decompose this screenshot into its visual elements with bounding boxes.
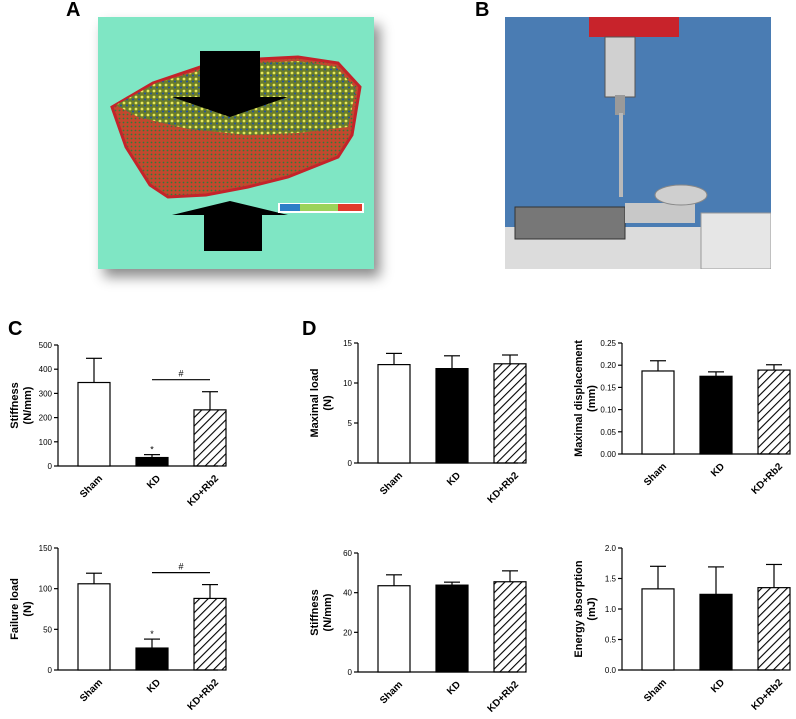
bar-kd (135, 456, 169, 467)
y-tick-label: 0.00 (600, 450, 616, 459)
y-tick-label: 0.5 (605, 636, 617, 645)
category-label: KD (145, 677, 163, 695)
bone-microct-image (98, 17, 374, 269)
category-label: Sham (378, 679, 405, 706)
y-tick-label: 1.0 (605, 605, 617, 614)
bone-microct-illustration (110, 51, 364, 251)
bar-kd (699, 593, 733, 671)
y-tick-label: 400 (39, 365, 53, 374)
category-label: KD+Rb2 (186, 677, 222, 713)
category-label: KD (709, 461, 727, 479)
chart-6: 0.0 0.5 1.0 1.5 2.0 Energy absorption(mJ) Sham… (573, 544, 791, 713)
bar-sham (77, 381, 111, 467)
bar-kd (699, 375, 733, 455)
category-label: Sham (642, 677, 669, 704)
y-tick-label: 0.15 (600, 383, 616, 392)
bar-kd (435, 368, 469, 464)
bar-kd-rb2 (757, 369, 791, 455)
significance-hash: # (178, 369, 183, 379)
panel-label-b: B (475, 0, 490, 21)
y-tick-label: 0.20 (600, 361, 616, 370)
chart-1: 0 100 200 300 400 500 Stiffness(N/mm) Sham KD KD+… (9, 341, 227, 509)
category-label: KD+Rb2 (750, 461, 786, 497)
bar-sham (377, 585, 411, 673)
y-tick-label: 150 (39, 544, 53, 553)
y-tick-label: 300 (39, 389, 53, 398)
panel-label-a: A (66, 0, 81, 21)
significance-hash: # (178, 562, 183, 572)
chart-3: 0 5 10 15 Maximal load(N) Sham KD KD+Rb2 (309, 339, 527, 506)
y-tick-label: 0.25 (600, 339, 616, 348)
y-tick-label: 2.0 (605, 544, 617, 553)
y-tick-label: 10 (343, 379, 352, 388)
category-label: Sham (78, 473, 105, 500)
y-tick-label: 60 (343, 549, 352, 558)
chart-5: 0 20 40 60 Stiffness(N/mm) Sham KD KD+Rb2 (309, 549, 527, 715)
category-label: KD (445, 470, 463, 488)
y-tick-label: 15 (343, 339, 352, 348)
category-label: KD+Rb2 (750, 677, 786, 713)
y-tick-label: 0 (348, 459, 353, 468)
y-tick-label: 100 (39, 585, 53, 594)
bar-sham (377, 364, 411, 464)
y-axis-title: Stiffness(N/mm) (9, 382, 34, 428)
category-label: KD+Rb2 (486, 679, 522, 715)
category-label: KD (709, 677, 727, 695)
y-tick-label: 500 (39, 341, 53, 350)
y-tick-label: 0.10 (600, 406, 616, 415)
y-axis-title: Maximal displacement(mm) (573, 340, 598, 457)
y-axis-title: Failure load(N) (9, 578, 34, 640)
y-tick-label: 0.05 (600, 428, 616, 437)
bar-kd-rb2 (193, 597, 227, 671)
significance-star: * (150, 445, 154, 455)
y-tick-label: 20 (343, 628, 352, 637)
panel-label-d: D (302, 318, 317, 340)
bar-kd-rb2 (193, 409, 227, 467)
testing-machine-illustration (505, 17, 772, 270)
bar-kd-rb2 (757, 587, 791, 671)
y-tick-label: 40 (343, 589, 352, 598)
mechanical-test-photo (505, 17, 772, 270)
significance-star: * (150, 629, 154, 639)
category-label: Sham (642, 461, 669, 488)
y-axis-title: Maximal load(N) (309, 368, 334, 437)
y-tick-label: 0 (48, 666, 53, 675)
bar-kd-rb2 (493, 363, 527, 464)
bar-kd (135, 647, 169, 671)
bar-sham (641, 588, 675, 671)
y-tick-label: 100 (39, 438, 53, 447)
y-tick-label: 5 (348, 419, 353, 428)
y-tick-label: 200 (39, 414, 53, 423)
category-label: KD (145, 473, 163, 491)
y-axis-title: Energy absorption(mJ) (573, 560, 598, 657)
category-label: Sham (378, 470, 405, 497)
y-tick-label: 1.5 (605, 575, 617, 584)
category-label: Sham (78, 677, 105, 704)
panel-label-c: C (8, 318, 23, 340)
bar-sham (641, 370, 675, 455)
y-tick-label: 50 (43, 625, 52, 634)
bar-sham (77, 583, 111, 671)
bar-kd-rb2 (493, 581, 527, 673)
category-label: KD+Rb2 (486, 470, 522, 506)
y-tick-label: 0.0 (605, 666, 617, 675)
y-tick-label: 0 (48, 462, 53, 471)
y-axis-title: Stiffness(N/mm) (309, 589, 334, 635)
category-label: KD (445, 679, 463, 697)
category-label: KD+Rb2 (186, 473, 222, 509)
y-tick-label: 0 (348, 668, 353, 677)
bar-kd (435, 584, 469, 673)
chart-2: 0 50 100 150 Failure load(N) Sham KD KD+Rb2 * # (9, 544, 227, 713)
